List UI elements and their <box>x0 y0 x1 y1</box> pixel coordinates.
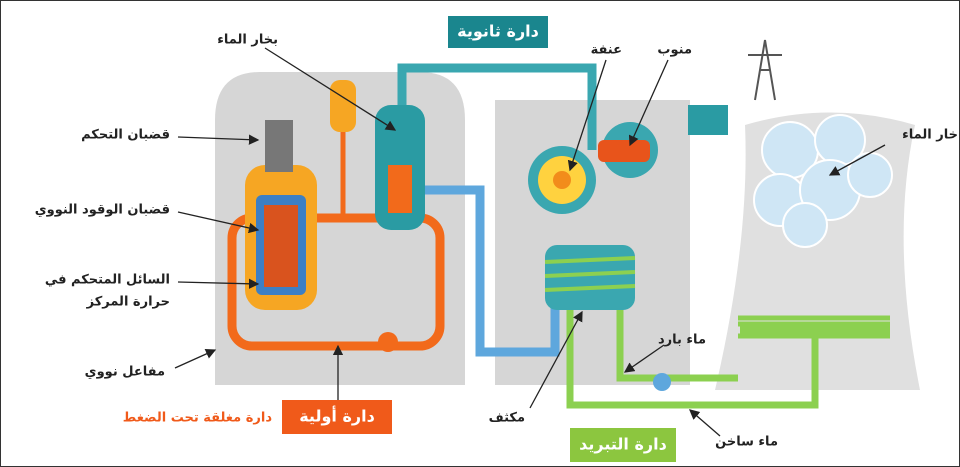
label: مفاعل نووي <box>85 365 165 380</box>
secondary-title: دارة ثانوية <box>457 22 539 41</box>
turbine-hub <box>553 171 571 189</box>
cold-pump <box>653 373 671 391</box>
label: عنفة <box>591 43 622 58</box>
condenser <box>545 245 635 310</box>
label: السائل المتحكم في <box>45 273 170 288</box>
label: قضبان الوقود النووي <box>35 203 170 218</box>
generator <box>598 140 650 162</box>
pump <box>378 332 398 352</box>
label: بخار الماء <box>217 33 278 48</box>
transformer <box>688 105 728 135</box>
heat-tubes <box>388 165 412 213</box>
label: حرارة المركز <box>86 295 170 310</box>
label: ماء بارد <box>658 333 706 348</box>
fuel-rods <box>264 205 298 287</box>
primary-title: دارة أولية <box>299 406 375 426</box>
label: دارة مغلقة تحت الضغط <box>123 411 273 426</box>
control-rods <box>265 120 293 172</box>
pressurizer <box>330 80 356 132</box>
label: خار الماء <box>902 128 958 143</box>
label: مكثف <box>489 411 525 426</box>
label: ماء ساخن <box>715 435 778 450</box>
label: قضبان التحكم <box>81 128 170 143</box>
diagram: دارة ثانوية دارة أولية دارة التبريد بخار… <box>0 0 960 467</box>
cooling-title: دارة التبريد <box>579 435 667 454</box>
label: منوب <box>657 43 692 58</box>
